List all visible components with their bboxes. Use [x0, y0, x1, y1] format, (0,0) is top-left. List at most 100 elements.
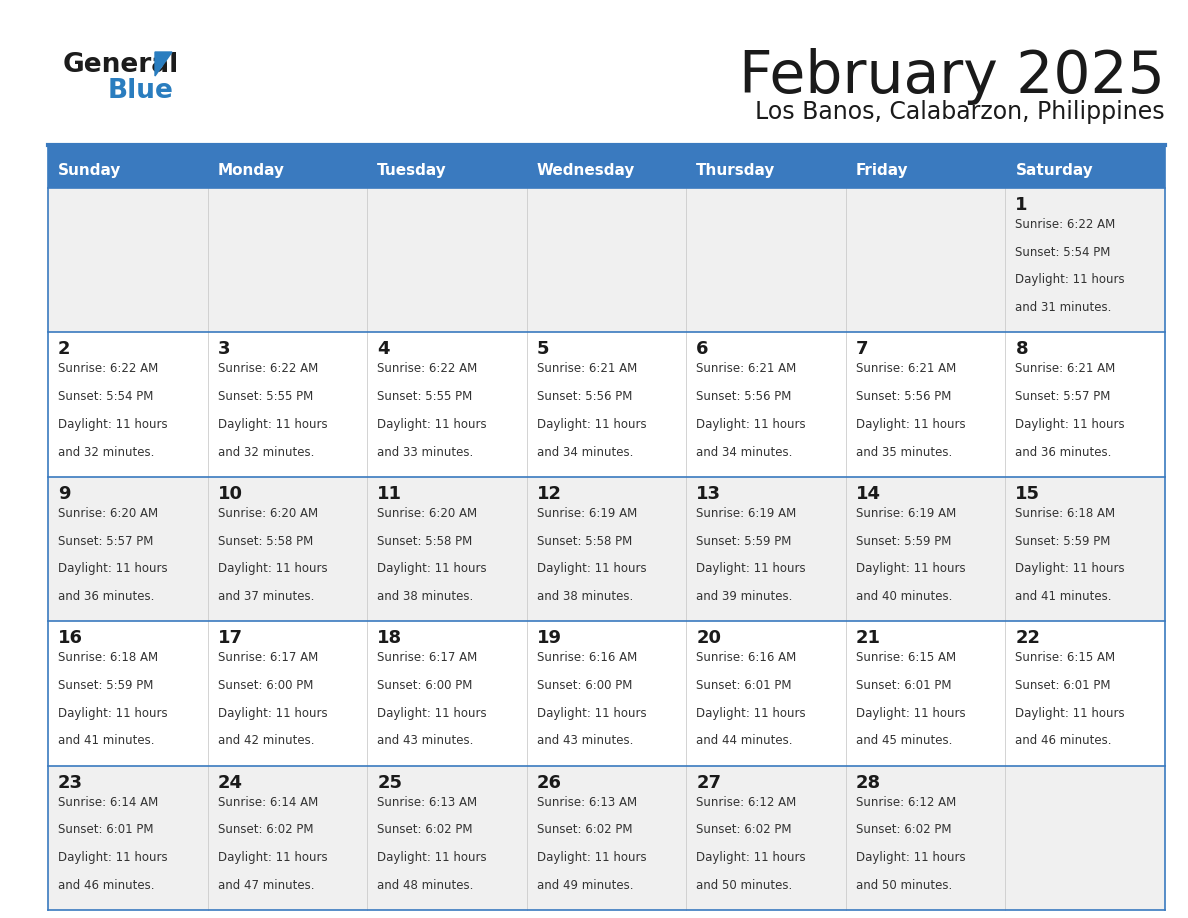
Text: Sunset: 6:02 PM: Sunset: 6:02 PM [537, 823, 632, 836]
Text: 19: 19 [537, 629, 562, 647]
Polygon shape [154, 52, 172, 76]
Text: 20: 20 [696, 629, 721, 647]
Bar [48, 145, 1165, 188]
Text: and 36 minutes.: and 36 minutes. [58, 590, 154, 603]
Text: Daylight: 11 hours: Daylight: 11 hours [217, 418, 327, 431]
Text: and 41 minutes.: and 41 minutes. [1016, 590, 1112, 603]
Text: Los Banos, Calabarzon, Philippines: Los Banos, Calabarzon, Philippines [756, 100, 1165, 124]
Text: Sunrise: 6:16 AM: Sunrise: 6:16 AM [696, 651, 796, 665]
Text: Sunrise: 6:12 AM: Sunrise: 6:12 AM [696, 796, 796, 809]
Text: Sunrise: 6:19 AM: Sunrise: 6:19 AM [537, 507, 637, 520]
Text: Daylight: 11 hours: Daylight: 11 hours [1016, 274, 1125, 286]
Text: and 42 minutes.: and 42 minutes. [217, 734, 314, 747]
Text: Sunrise: 6:20 AM: Sunrise: 6:20 AM [377, 507, 478, 520]
Text: Sunset: 6:01 PM: Sunset: 6:01 PM [696, 679, 791, 692]
Text: 9: 9 [58, 485, 70, 503]
Text: Sunset: 5:55 PM: Sunset: 5:55 PM [217, 390, 312, 403]
Text: Sunrise: 6:13 AM: Sunrise: 6:13 AM [537, 796, 637, 809]
Text: 14: 14 [855, 485, 880, 503]
Text: and 41 minutes.: and 41 minutes. [58, 734, 154, 747]
Bar [48, 621, 1165, 766]
Text: 4: 4 [377, 341, 390, 358]
Text: Sunset: 6:02 PM: Sunset: 6:02 PM [696, 823, 791, 836]
Text: and 43 minutes.: and 43 minutes. [377, 734, 474, 747]
Text: Daylight: 11 hours: Daylight: 11 hours [1016, 418, 1125, 431]
Text: and 35 minutes.: and 35 minutes. [855, 445, 952, 459]
Text: Sunset: 6:01 PM: Sunset: 6:01 PM [1016, 679, 1111, 692]
Text: Sunrise: 6:14 AM: Sunrise: 6:14 AM [217, 796, 318, 809]
Text: Daylight: 11 hours: Daylight: 11 hours [377, 851, 487, 864]
Text: and 32 minutes.: and 32 minutes. [58, 445, 154, 459]
Text: Daylight: 11 hours: Daylight: 11 hours [537, 707, 646, 720]
Text: Daylight: 11 hours: Daylight: 11 hours [58, 562, 168, 576]
Text: and 48 minutes.: and 48 minutes. [377, 879, 474, 891]
Text: Sunrise: 6:15 AM: Sunrise: 6:15 AM [855, 651, 956, 665]
Text: Sunrise: 6:22 AM: Sunrise: 6:22 AM [58, 363, 158, 375]
Text: Tuesday: Tuesday [377, 163, 447, 178]
Text: Sunrise: 6:17 AM: Sunrise: 6:17 AM [217, 651, 318, 665]
Text: Sunrise: 6:22 AM: Sunrise: 6:22 AM [377, 363, 478, 375]
Text: Sunset: 6:02 PM: Sunset: 6:02 PM [855, 823, 952, 836]
Text: and 38 minutes.: and 38 minutes. [537, 590, 633, 603]
Text: 22: 22 [1016, 629, 1041, 647]
Text: and 33 minutes.: and 33 minutes. [377, 445, 473, 459]
Text: and 47 minutes.: and 47 minutes. [217, 879, 314, 891]
Text: and 37 minutes.: and 37 minutes. [217, 590, 314, 603]
Text: 26: 26 [537, 774, 562, 791]
Text: 6: 6 [696, 341, 709, 358]
Text: Saturday: Saturday [1016, 163, 1093, 178]
Text: Sunset: 6:01 PM: Sunset: 6:01 PM [58, 823, 153, 836]
Text: and 49 minutes.: and 49 minutes. [537, 879, 633, 891]
Text: Sunrise: 6:14 AM: Sunrise: 6:14 AM [58, 796, 158, 809]
Text: Daylight: 11 hours: Daylight: 11 hours [855, 418, 966, 431]
Text: 8: 8 [1016, 341, 1028, 358]
Text: Daylight: 11 hours: Daylight: 11 hours [696, 851, 805, 864]
Text: Thursday: Thursday [696, 163, 776, 178]
Text: Daylight: 11 hours: Daylight: 11 hours [696, 418, 805, 431]
Text: Sunset: 6:02 PM: Sunset: 6:02 PM [217, 823, 314, 836]
Text: Sunrise: 6:22 AM: Sunrise: 6:22 AM [1016, 218, 1116, 231]
Text: Sunset: 5:59 PM: Sunset: 5:59 PM [696, 534, 791, 547]
Text: Sunrise: 6:22 AM: Sunrise: 6:22 AM [217, 363, 318, 375]
Text: and 46 minutes.: and 46 minutes. [1016, 734, 1112, 747]
Text: Daylight: 11 hours: Daylight: 11 hours [377, 707, 487, 720]
Text: Sunrise: 6:13 AM: Sunrise: 6:13 AM [377, 796, 478, 809]
Text: 18: 18 [377, 629, 403, 647]
Text: 3: 3 [217, 341, 230, 358]
Text: Daylight: 11 hours: Daylight: 11 hours [1016, 707, 1125, 720]
Text: Sunset: 5:58 PM: Sunset: 5:58 PM [217, 534, 312, 547]
Text: and 45 minutes.: and 45 minutes. [855, 734, 953, 747]
Text: 12: 12 [537, 485, 562, 503]
Text: and 31 minutes.: and 31 minutes. [1016, 301, 1112, 314]
Text: and 46 minutes.: and 46 minutes. [58, 879, 154, 891]
Text: 25: 25 [377, 774, 403, 791]
Text: Sunset: 6:01 PM: Sunset: 6:01 PM [855, 679, 952, 692]
Text: Sunset: 6:02 PM: Sunset: 6:02 PM [377, 823, 473, 836]
Text: and 43 minutes.: and 43 minutes. [537, 734, 633, 747]
Text: Sunset: 5:56 PM: Sunset: 5:56 PM [537, 390, 632, 403]
Text: 24: 24 [217, 774, 242, 791]
Text: Friday: Friday [855, 163, 909, 178]
Text: Monday: Monday [217, 163, 285, 178]
Text: Daylight: 11 hours: Daylight: 11 hours [217, 707, 327, 720]
Text: 10: 10 [217, 485, 242, 503]
Text: Daylight: 11 hours: Daylight: 11 hours [537, 851, 646, 864]
Text: Daylight: 11 hours: Daylight: 11 hours [217, 851, 327, 864]
Text: and 32 minutes.: and 32 minutes. [217, 445, 314, 459]
Text: Sunrise: 6:20 AM: Sunrise: 6:20 AM [58, 507, 158, 520]
Text: Daylight: 11 hours: Daylight: 11 hours [377, 418, 487, 431]
Text: and 34 minutes.: and 34 minutes. [537, 445, 633, 459]
Text: Sunrise: 6:21 AM: Sunrise: 6:21 AM [855, 363, 956, 375]
Text: Sunrise: 6:17 AM: Sunrise: 6:17 AM [377, 651, 478, 665]
Text: and 39 minutes.: and 39 minutes. [696, 590, 792, 603]
Text: Sunset: 5:59 PM: Sunset: 5:59 PM [58, 679, 153, 692]
Text: Sunrise: 6:21 AM: Sunrise: 6:21 AM [537, 363, 637, 375]
Text: Sunset: 5:59 PM: Sunset: 5:59 PM [1016, 534, 1111, 547]
Bar [48, 476, 1165, 621]
Text: 7: 7 [855, 341, 868, 358]
Text: Sunrise: 6:12 AM: Sunrise: 6:12 AM [855, 796, 956, 809]
Text: Sunrise: 6:19 AM: Sunrise: 6:19 AM [855, 507, 956, 520]
Text: Sunset: 5:58 PM: Sunset: 5:58 PM [537, 534, 632, 547]
Text: February 2025: February 2025 [739, 48, 1165, 105]
Text: Sunset: 5:58 PM: Sunset: 5:58 PM [377, 534, 473, 547]
